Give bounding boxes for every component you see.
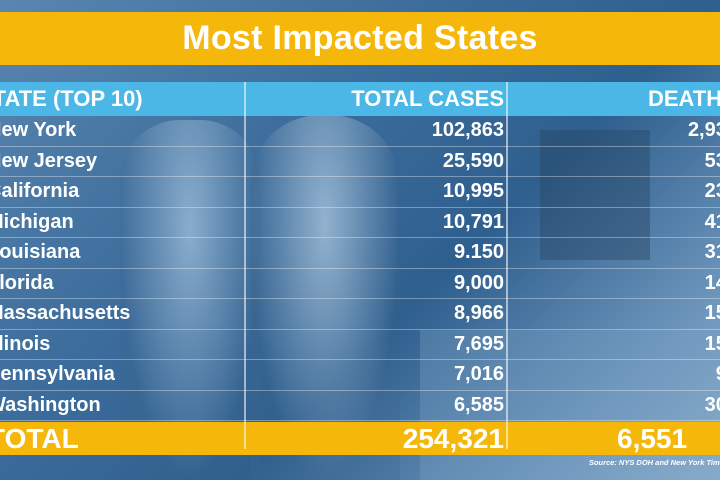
header-state: STATE (TOP 10) (0, 86, 143, 111)
deaths-cell: 300 (704, 393, 720, 416)
table-row: Florida 9,000 144 (0, 269, 720, 299)
cases-cell: 7,016 (453, 363, 504, 386)
deaths-cell: 237 (704, 180, 720, 203)
state-cell: Louisiana (0, 241, 81, 264)
state-cell: Michigan (0, 210, 74, 233)
title-banner: Most Impacted States (0, 12, 720, 65)
background-equipment (540, 130, 650, 260)
table-header: STATE (TOP 10) TOTAL CASES DEATHS (0, 82, 720, 116)
state-cell: Pennsylvania (0, 363, 115, 386)
cases-cell: 10,791 (442, 210, 504, 233)
table-row: New Jersey 25,590 537 (0, 147, 720, 177)
table-row: Washington 6,585 300 (0, 391, 720, 421)
cases-cell: 6,585 (453, 393, 504, 416)
table-row: Louisiana 9.150 310 (0, 238, 720, 269)
total-label: TOTAL (0, 422, 79, 454)
column-divider (506, 82, 508, 449)
page-title: Most Impacted States (182, 19, 538, 57)
state-cell: Illinois (0, 332, 51, 355)
deaths-cell: 154 (704, 302, 720, 325)
header-total-cases: TOTAL CASES (351, 86, 504, 111)
table-row: New York 102,863 2,935 (0, 116, 720, 147)
state-cell: California (0, 180, 80, 203)
header-deaths: DEATHS (648, 86, 720, 111)
deaths-cell: 417 (704, 210, 720, 233)
cases-cell: 10,995 (442, 180, 504, 203)
background-figure-left (120, 120, 260, 480)
cases-cell: 9,000 (453, 271, 504, 294)
cases-cell: 102,863 (431, 119, 504, 142)
table-row: Illinois 7,695 157 (0, 330, 720, 360)
cases-cell: 7,695 (453, 332, 504, 355)
table-row: Michigan 10,791 417 (0, 208, 720, 238)
deaths-cell: 90 (508, 360, 720, 390)
deaths-cell: 157 (704, 332, 720, 355)
total-row: TOTAL 254,321 6,551 (0, 422, 720, 455)
cases-cell: 9.150 (453, 241, 504, 264)
table-row: Massachusetts 8,966 154 (0, 299, 720, 330)
column-divider (244, 82, 246, 449)
source-note: Source: NYS DOH and New York Times (588, 458, 720, 467)
total-cases: 254,321 (402, 422, 504, 454)
total-deaths: 6,551 (617, 422, 688, 454)
deaths-cell: 144 (704, 271, 720, 294)
background-figure-right (250, 115, 400, 480)
background-bench (420, 330, 720, 480)
cases-cell: 25,590 (442, 149, 504, 172)
state-cell: Florida (0, 271, 54, 294)
cases-cell: 8,966 (453, 302, 504, 325)
deaths-cell: 310 (704, 241, 720, 264)
deaths-cell: 537 (704, 149, 720, 172)
table-row: Pennsylvania 7,016 90 (0, 360, 720, 391)
state-cell: Washington (0, 393, 101, 416)
table-row: California 10,995 237 (0, 177, 720, 208)
state-cell: New Jersey (0, 149, 98, 172)
state-cell: New York (0, 119, 77, 142)
state-cell: Massachusetts (0, 302, 131, 325)
deaths-cell: 2,935 (687, 119, 720, 142)
states-table: STATE (TOP 10) TOTAL CASES DEATHS New Yo… (0, 82, 720, 455)
